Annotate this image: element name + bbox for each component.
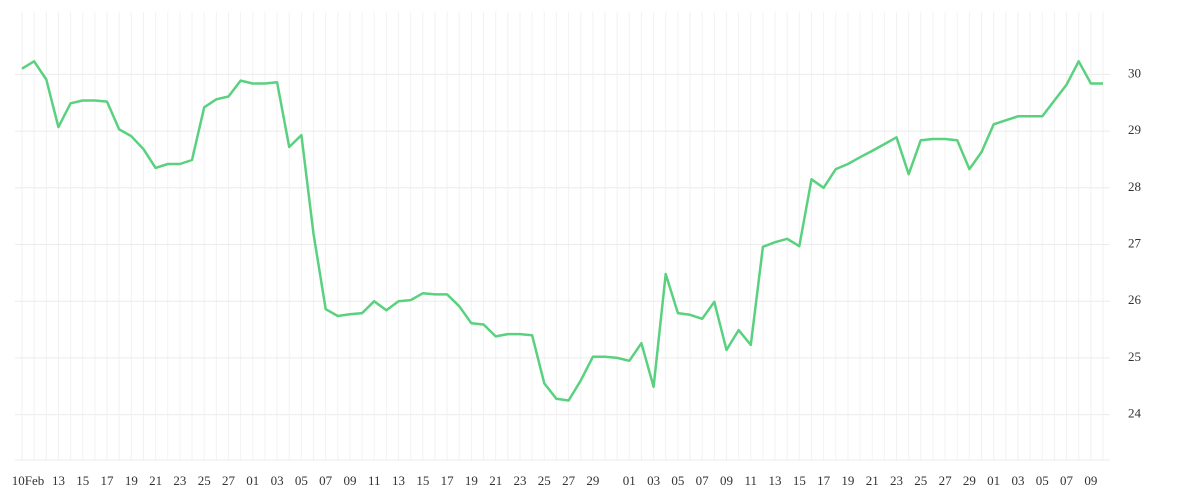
x-tick-label: 15	[76, 473, 89, 488]
y-tick-label: 28	[1128, 179, 1141, 194]
x-tick-label: 05	[671, 473, 684, 488]
price-line	[21, 60, 1103, 402]
y-tick-label: 29	[1128, 122, 1141, 137]
x-tick-label: 21	[489, 473, 502, 488]
x-tick-label: 25	[198, 473, 211, 488]
y-tick-label: 27	[1128, 235, 1142, 250]
y-tick-label: 25	[1128, 349, 1141, 364]
x-tick-label: 09	[343, 473, 356, 488]
x-tick-label: 17	[817, 473, 831, 488]
x-tick-label: 09	[720, 473, 733, 488]
x-tick-label: 07	[696, 473, 710, 488]
y-tick-label: 30	[1128, 65, 1141, 80]
x-tick-label: 07	[319, 473, 333, 488]
x-tick-label: 13	[52, 473, 65, 488]
x-tick-label: 13	[769, 473, 782, 488]
x-tick-label: 03	[271, 473, 284, 488]
x-tick-label: 13	[392, 473, 405, 488]
x-tick-label: 01	[623, 473, 636, 488]
x-tick-label: 05	[1036, 473, 1049, 488]
x-tick-label: 29	[963, 473, 976, 488]
x-tick-label: 15	[416, 473, 429, 488]
labels: 24 25 26 27 28 29 30 10Feb 13 15 17 19 21 23 25 27 01 03 0…	[12, 65, 1142, 488]
x-tick-label: 23	[173, 473, 186, 488]
x-tick-label: 27	[222, 473, 236, 488]
x-tick-label: 15	[793, 473, 806, 488]
x-tick-label: 27	[939, 473, 953, 488]
x-tick-label: 23	[513, 473, 526, 488]
x-tick-label: 17	[101, 473, 115, 488]
x-tick-label: 07	[1060, 473, 1074, 488]
x-tick-label: 21	[149, 473, 162, 488]
x-tick-label: 03	[1011, 473, 1024, 488]
x-tick-label: 25	[538, 473, 551, 488]
x-tick-label: 05	[295, 473, 308, 488]
x-tick-label: 27	[562, 473, 576, 488]
x-tick-label: 19	[841, 473, 854, 488]
x-tick-label: 17	[441, 473, 455, 488]
x-tick-label: 09	[1084, 473, 1097, 488]
x-tick-label: 01	[987, 473, 1000, 488]
x-tick-label: 10Feb	[12, 473, 45, 488]
y-tick-label: 26	[1128, 292, 1142, 307]
y-tick-label: 24	[1128, 406, 1142, 421]
x-tick-label: 25	[914, 473, 927, 488]
x-tick-label: 11	[368, 473, 381, 488]
x-tick-label: 21	[866, 473, 879, 488]
grid	[15, 12, 1110, 461]
x-tick-label: 11	[744, 473, 757, 488]
x-tick-label: 01	[246, 473, 259, 488]
x-tick-label: 23	[890, 473, 903, 488]
x-tick-label: 19	[465, 473, 478, 488]
plot	[21, 60, 1103, 402]
x-tick-label: 03	[647, 473, 660, 488]
x-tick-label: 19	[125, 473, 138, 488]
x-tick-label: 29	[586, 473, 599, 488]
